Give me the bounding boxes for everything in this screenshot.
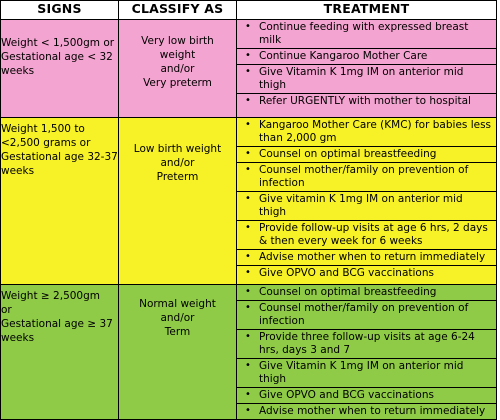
- classify-cell: Very low birth weight and/or Very preter…: [118, 19, 237, 118]
- classify-cell: Low birth weight and/or Preterm: [118, 117, 237, 285]
- treatment-item: Advise mother when to return immediately: [237, 250, 496, 266]
- classify-line: and/or: [160, 312, 195, 324]
- signs-line: Gestational age 32-37: [1, 151, 118, 163]
- treatment-item: Give Vitamin K 1mg IM on anterior mid th…: [237, 65, 496, 94]
- signs-line: weeks: [1, 65, 35, 77]
- treatment-item: Give OPVO and BCG vaccinations: [237, 388, 496, 404]
- treatment-item: Kangaroo Mother Care (KMC) for babies le…: [237, 118, 496, 147]
- signs-line: Weight 1,500 to: [1, 123, 85, 135]
- classify-line: and/or: [160, 157, 195, 169]
- signs-line: Weight ≥ 2,500gm: [1, 290, 101, 302]
- treatment-cell: Continue feeding with expressed breast m…: [236, 19, 497, 118]
- row-very-low-birth-weight: Weight < 1,500gm or Gestational age < 32…: [0, 19, 497, 118]
- signs-line: weeks: [1, 165, 35, 177]
- treatment-item: Give vitamin K 1mg IM on anterior mid th…: [237, 192, 496, 221]
- treatment-list: Counsel on optimal breastfeeding Counsel…: [237, 285, 496, 419]
- row-normal-weight: Weight ≥ 2,500gm or Gestational age ≥ 37…: [0, 284, 497, 420]
- treatment-cell: Kangaroo Mother Care (KMC) for babies le…: [236, 117, 497, 285]
- classify-cell: Normal weight and/or Term: [118, 284, 237, 420]
- signs-line: <2,500 grams or: [1, 137, 91, 149]
- signs-cell: Weight 1,500 to <2,500 grams or Gestatio…: [0, 117, 119, 285]
- treatment-item: Provide follow-up visits at age 6 hrs, 2…: [237, 221, 496, 250]
- treatment-list: Kangaroo Mother Care (KMC) for babies le…: [237, 118, 496, 281]
- treatment-cell: Counsel on optimal breastfeeding Counsel…: [236, 284, 497, 420]
- classify-line: and/or: [160, 63, 195, 75]
- signs-line: or: [1, 304, 12, 316]
- classify-line: weight: [159, 49, 196, 61]
- header-classify-as: CLASSIFY AS: [118, 0, 237, 20]
- treatment-item: Counsel mother/family on prevention of i…: [237, 163, 496, 192]
- treatment-item: Give Vitamin K 1mg IM on anterior mid th…: [237, 359, 496, 388]
- treatment-item: Counsel on optimal breastfeeding: [237, 285, 496, 301]
- header-treatment: TREATMENT: [236, 0, 497, 20]
- classify-line: Normal weight: [139, 298, 216, 310]
- treatment-item: Continue Kangaroo Mother Care: [237, 49, 496, 65]
- header-row: SIGNS CLASSIFY AS TREATMENT: [0, 0, 497, 20]
- signs-line: Gestational age < 32: [1, 51, 113, 63]
- signs-line: Gestational age ≥ 37: [1, 318, 113, 330]
- treatment-item: Give OPVO and BCG vaccinations: [237, 266, 496, 281]
- classify-line: Very preterm: [143, 77, 212, 89]
- header-signs: SIGNS: [0, 0, 119, 20]
- treatment-item: Continue feeding with expressed breast m…: [237, 20, 496, 49]
- treatment-item: Counsel on optimal breastfeeding: [237, 147, 496, 163]
- signs-line: weeks: [1, 332, 35, 344]
- classify-line: Term: [164, 326, 191, 338]
- signs-cell: Weight < 1,500gm or Gestational age < 32…: [0, 19, 119, 118]
- row-low-birth-weight: Weight 1,500 to <2,500 grams or Gestatio…: [0, 117, 497, 285]
- classify-line: Preterm: [156, 171, 199, 183]
- treatment-item: Advise mother when to return immediately: [237, 404, 496, 419]
- signs-line: Weight < 1,500gm or: [1, 37, 115, 49]
- treatment-item: Provide three follow-up visits at age 6-…: [237, 330, 496, 359]
- treatment-list: Continue feeding with expressed breast m…: [237, 20, 496, 109]
- treatment-item: Counsel mother/family on prevention of i…: [237, 301, 496, 330]
- treatment-item: Refer URGENTLY with mother to hospital: [237, 94, 496, 109]
- signs-cell: Weight ≥ 2,500gm or Gestational age ≥ 37…: [0, 284, 119, 420]
- classify-line: Very low birth: [141, 35, 214, 47]
- classify-line: Low birth weight: [133, 143, 222, 155]
